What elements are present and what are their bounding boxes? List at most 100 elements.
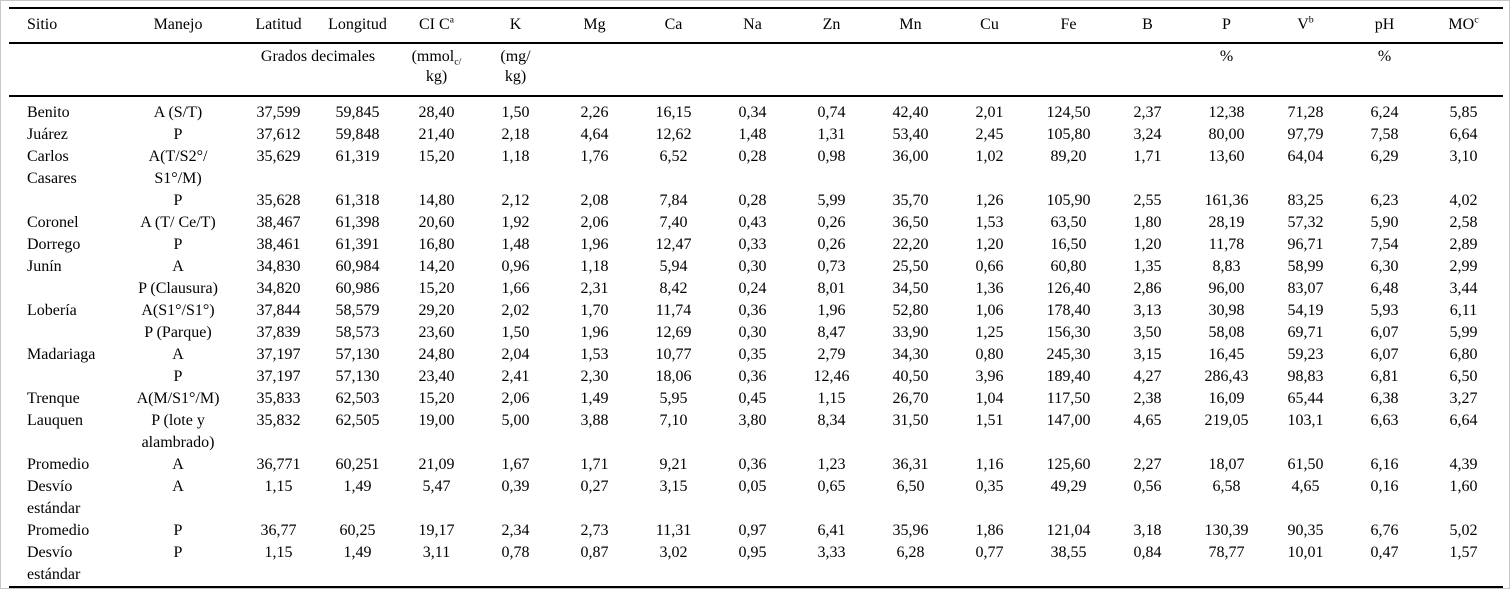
cell-k: 2,02 <box>501 302 530 319</box>
cell-mo: 2,58 <box>1449 214 1478 231</box>
column-header-label: pH <box>1374 16 1395 33</box>
footnote-marker: c <box>1474 14 1479 26</box>
cell-ph: 6,23 <box>1370 192 1399 209</box>
cell-zn: 3,33 <box>817 544 846 561</box>
cell-longitud: 60,25 <box>339 522 376 539</box>
column-header-label: Manejo <box>153 16 203 33</box>
cell-fe: 124,50 <box>1046 104 1091 121</box>
cell-mo: 1,57 <box>1449 544 1478 561</box>
cell-cu: 1,06 <box>975 302 1004 319</box>
column-header-label: Na <box>743 16 762 33</box>
cell-cu: 0,66 <box>975 258 1004 275</box>
cell-zn: 0,26 <box>817 236 846 253</box>
cell-k: 1,50 <box>501 324 530 341</box>
cell-k: 2,18 <box>501 126 530 143</box>
cell-mg: 2,08 <box>580 192 609 209</box>
cell-p: 6,58 <box>1212 478 1241 495</box>
cell-k: 2,12 <box>501 192 530 209</box>
column-header-label: CI C <box>418 16 450 33</box>
column-header-manejo: Manejo <box>117 8 239 44</box>
cell-k: 1,50 <box>501 104 530 121</box>
cell-sitio: Desvío estándar <box>27 544 81 583</box>
cell-mo: 2,99 <box>1449 258 1478 275</box>
units-cic-sub: c/ <box>454 56 462 68</box>
table-row: P 37,612 59,848 21,40 2,18 4,64 12,62 1,48 1,31 5… <box>9 124 1503 146</box>
cell-cic: 24,80 <box>418 346 455 363</box>
cell-b: 0,84 <box>1133 544 1162 561</box>
cell-zn: 5,99 <box>817 192 846 209</box>
cell-b: 1,71 <box>1133 148 1162 165</box>
header-row: Sitio Manejo Latitud Longitud CI Ca K Mg Ca Na Zn… <box>9 8 1503 44</box>
cell-manejo: A (S/T) <box>153 104 203 121</box>
cell-ca: 6,52 <box>659 148 688 165</box>
cell-fe: 105,90 <box>1046 192 1091 209</box>
cell-sitio: Carlos Casares <box>27 148 77 187</box>
cell-longitud: 60,986 <box>335 280 380 297</box>
cell-k: 2,06 <box>501 390 530 407</box>
units-cic: (mmolc/kg) <box>397 43 476 97</box>
cell-mn: 35,70 <box>892 192 929 209</box>
footnote-marker: a <box>449 14 455 26</box>
cell-longitud: 61,318 <box>335 192 380 209</box>
cell-b: 3,18 <box>1133 522 1162 539</box>
cell-fe: 156,30 <box>1046 324 1091 341</box>
cell-longitud: 58,573 <box>335 324 380 341</box>
cell-manejo: P <box>173 522 183 539</box>
table-row: Carlos Casares A(T/S2°/ S1°/M) 35,629 61,31… <box>9 146 1503 190</box>
cell-na: 0,43 <box>738 214 767 231</box>
cell-zn: 8,47 <box>817 324 846 341</box>
cell-mg: 1,53 <box>580 346 609 363</box>
cell-ca: 12,62 <box>655 126 692 143</box>
cell-cu: 0,77 <box>975 544 1004 561</box>
cell-zn: 2,79 <box>817 346 846 363</box>
column-header-zn: Zn <box>792 8 871 44</box>
cell-longitud: 59,845 <box>335 104 380 121</box>
column-header-na: Na <box>713 8 792 44</box>
cell-manejo: A(T/S2°/ S1°/M) <box>148 148 208 187</box>
cell-b: 1,35 <box>1133 258 1162 275</box>
cell-ph: 6,30 <box>1370 258 1399 275</box>
cell-sitio: Junín <box>27 258 62 275</box>
cell-ph: 6,76 <box>1370 522 1399 539</box>
cell-na: 0,28 <box>738 192 767 209</box>
cell-cic: 29,20 <box>418 302 455 319</box>
cell-v: 90,35 <box>1287 522 1324 539</box>
cell-mo: 6,80 <box>1449 346 1478 363</box>
cell-fe: 89,20 <box>1050 148 1087 165</box>
units-empty-sitio-manejo <box>9 43 239 97</box>
cell-manejo: P <box>173 192 183 209</box>
cell-na: 0,34 <box>738 104 767 121</box>
cell-sitio: Lobería <box>27 302 77 319</box>
cell-v: 97,79 <box>1287 126 1324 143</box>
cell-mo: 5,99 <box>1449 324 1478 341</box>
cell-manejo: P (lote y alambrado) <box>141 412 215 451</box>
cell-sitio: Promedio <box>27 456 90 473</box>
cell-mn: 35,96 <box>892 522 929 539</box>
cell-b: 2,86 <box>1133 280 1162 297</box>
units-k: (mg/ kg) <box>476 43 555 97</box>
cell-v: 71,28 <box>1287 104 1324 121</box>
cell-fe: 117,50 <box>1046 390 1091 407</box>
cell-ph: 6,07 <box>1370 346 1399 363</box>
cell-cic: 5,47 <box>422 478 451 495</box>
table-row: P (Parque) 37,839 58,573 23,60 1,50 1,96 12,69… <box>9 322 1503 344</box>
column-header-sitio: Sitio <box>9 8 117 44</box>
cell-zn: 1,23 <box>817 456 846 473</box>
cell-manejo: P (Clausura) <box>138 280 218 297</box>
cell-mn: 31,50 <box>892 412 929 429</box>
column-header-mn: Mn <box>871 8 950 44</box>
column-header-k: K <box>476 8 555 44</box>
column-header-label: K <box>509 16 522 33</box>
column-header-fe: Fe <box>1029 8 1108 44</box>
cell-v: 103,1 <box>1287 412 1324 429</box>
cell-cu: 1,51 <box>975 412 1004 429</box>
cell-cic: 19,17 <box>418 522 455 539</box>
cell-latitud: 37,197 <box>256 346 301 363</box>
cell-fe: 147,00 <box>1046 412 1091 429</box>
cell-mn: 33,90 <box>892 324 929 341</box>
cell-mg: 1,96 <box>580 324 609 341</box>
cell-mg: 2,30 <box>580 368 609 385</box>
units-grados-decimales: Grados decimales <box>239 43 397 97</box>
cell-na: 0,97 <box>738 522 767 539</box>
